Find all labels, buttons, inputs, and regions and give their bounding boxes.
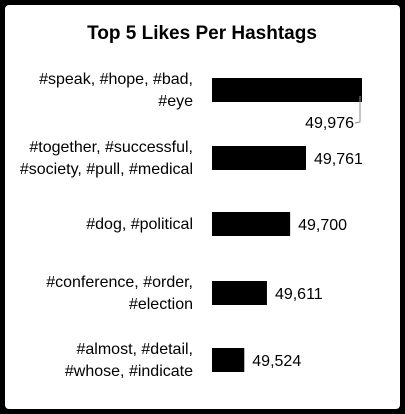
bar-chart: Top 5 Likes Per Hashtags #speak, #hope, …: [20, 23, 363, 380]
value-label-1: 49,976: [305, 115, 354, 132]
chart-panel: Top 5 Likes Per Hashtags #speak, #hope, …: [5, 5, 400, 409]
plot-area: #speak, #hope, #bad, #eye 49,976 #together,…: [20, 71, 363, 380]
bar-4: [212, 281, 267, 305]
value-leader-line-1: [354, 96, 361, 124]
bar-5: [212, 348, 245, 372]
chart-title: Top 5 Likes Per Hashtags: [87, 23, 317, 44]
category-label-3: #dog, #political: [86, 216, 193, 233]
category-label-4: #conference, #order, #election: [46, 274, 193, 313]
bar-1: [212, 78, 362, 102]
bar-2: [212, 146, 307, 170]
category-label-5: #almost, #detail, #whose, #indicate: [65, 341, 193, 380]
value-label-4: 49,611: [275, 286, 323, 303]
bar-3: [212, 212, 291, 236]
value-label-5: 49,524: [252, 353, 301, 370]
value-label-3: 49,700: [298, 217, 347, 234]
value-label-2: 49,761: [314, 151, 363, 168]
category-label-2: #together, #successful, #society, #pull, …: [20, 139, 193, 178]
category-label-1: #speak, #hope, #bad, #eye: [39, 71, 193, 110]
